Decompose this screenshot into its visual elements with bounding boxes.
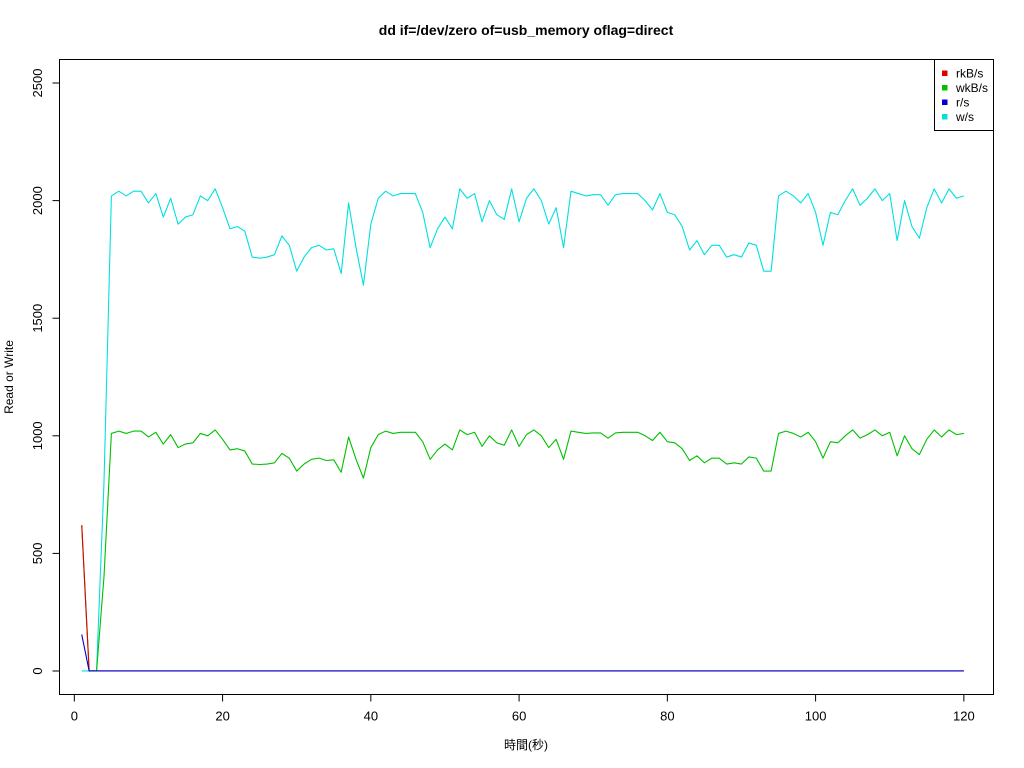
legend-label: w/s xyxy=(955,110,974,124)
x-axis: 0 20 40 60 80 100 120 xyxy=(71,694,975,724)
series-line-w-s xyxy=(81,188,965,672)
y-tick-label: 1000 xyxy=(30,421,45,450)
y-tick-label: 1500 xyxy=(30,304,45,333)
series-layer xyxy=(81,188,965,672)
x-tick-label: 100 xyxy=(805,709,827,724)
x-tick-label: 20 xyxy=(215,709,229,724)
x-tick-label: 80 xyxy=(660,709,674,724)
plot-frame xyxy=(59,59,994,695)
legend-swatch xyxy=(942,99,948,105)
series-line-wkb-s xyxy=(81,429,964,672)
y-axis: 0 500 1000 1500 2000 2500 xyxy=(30,69,60,675)
y-tick-label: 2000 xyxy=(30,186,45,215)
x-tick-label: 0 xyxy=(71,709,78,724)
chart-title: dd if=/dev/zero of=usb_memory oflag=dire… xyxy=(379,22,674,38)
x-tick-label: 40 xyxy=(364,709,378,724)
series-line-r-s xyxy=(81,634,964,672)
y-axis-label: Read or Write xyxy=(2,340,16,414)
series-line-rkb-s xyxy=(81,525,964,672)
legend-label: wkB/s xyxy=(955,81,988,95)
y-tick-label: 0 xyxy=(30,667,45,674)
y-tick-label: 2500 xyxy=(30,69,45,98)
legend-swatch xyxy=(942,114,948,120)
y-tick-label: 500 xyxy=(30,543,45,565)
legend-label: r/s xyxy=(956,96,969,110)
x-tick-label: 60 xyxy=(512,709,526,724)
legend-label: rkB/s xyxy=(956,67,983,81)
legend-swatch xyxy=(942,70,948,76)
legend-swatch xyxy=(942,85,948,91)
x-axis-label: 時間(秒) xyxy=(504,738,548,752)
x-tick-label: 120 xyxy=(953,709,975,724)
